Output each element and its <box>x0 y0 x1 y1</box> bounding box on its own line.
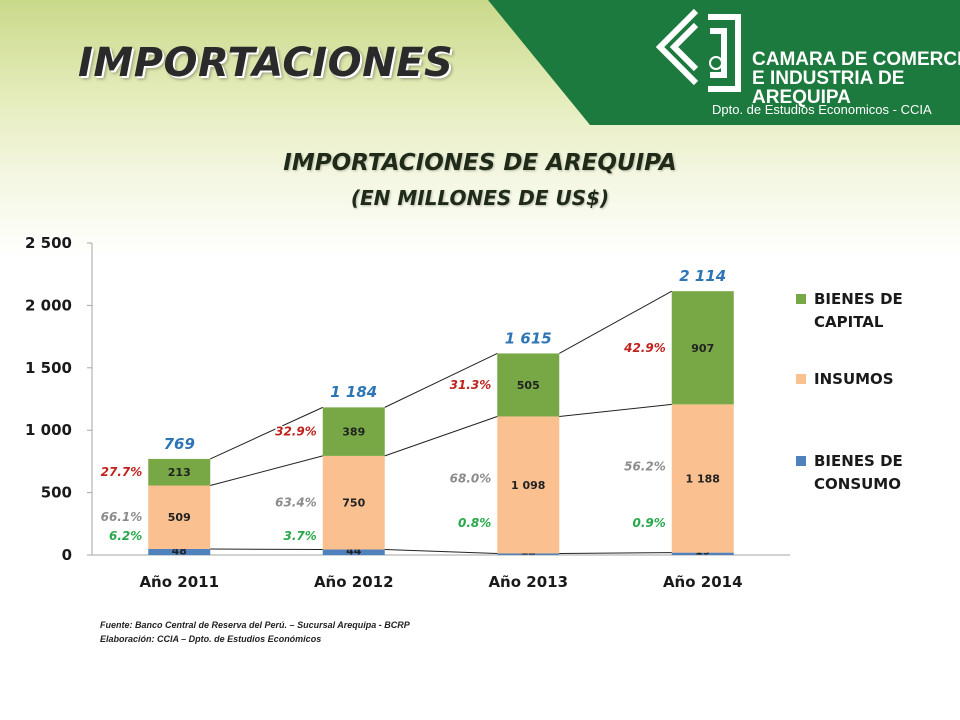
series-connector-line <box>384 352 498 408</box>
legend-label: BIENES DE <box>814 452 903 470</box>
series-connector-line <box>559 403 672 417</box>
y-tick-label: 1 500 <box>25 359 72 377</box>
x-tick-label: Año 2012 <box>314 573 394 591</box>
bar-value-label: 750 <box>342 497 365 510</box>
bar-segment <box>322 455 385 550</box>
x-tick-label: Año 2013 <box>488 573 568 591</box>
legend-swatch <box>796 456 806 466</box>
slide-title: IMPORTACIONES <box>78 40 454 86</box>
bar-value-label: 213 <box>168 466 191 479</box>
org-name-line-2: E INDUSTRIA DE <box>752 68 905 89</box>
bar-value-label: 1 098 <box>511 479 545 492</box>
chart-title: IMPORTACIONES DE AREQUIPA <box>283 150 677 176</box>
share-percent-label: 68.0% <box>450 471 492 485</box>
share-percent-label: 32.9% <box>275 425 317 439</box>
bar-segment <box>497 353 560 417</box>
bar-value-label: 1 188 <box>686 472 720 485</box>
ccia-logo-icon <box>655 8 741 92</box>
org-name-line-3: AREQUIPA <box>752 87 851 108</box>
y-tick-label: 1 000 <box>25 421 72 439</box>
y-tick-label: 2 000 <box>25 296 72 314</box>
y-tick-label: 0 <box>62 546 72 564</box>
series-connector-line <box>210 455 323 486</box>
share-percent-label: 0.9% <box>632 516 665 530</box>
bar-segment <box>671 404 734 553</box>
bar-segment <box>322 407 385 456</box>
share-percent-label: 6.2% <box>109 529 142 543</box>
share-percent-label: 31.3% <box>450 378 492 392</box>
share-percent-label: 63.4% <box>275 496 317 510</box>
bar-total-label: 769 <box>164 435 195 453</box>
y-tick-label: 500 <box>41 484 72 502</box>
series-connector-line <box>559 552 672 555</box>
legend-label: INSUMOS <box>814 370 894 388</box>
bar-segment <box>148 485 211 550</box>
share-percent-label: 66.1% <box>101 510 143 524</box>
org-department: Dpto. de Estudios Economicos - CCIA <box>712 102 932 117</box>
bar-segment <box>671 552 734 555</box>
share-percent-label: 42.9% <box>623 341 666 355</box>
share-percent-label: 3.7% <box>283 529 316 543</box>
series-connector-line <box>210 406 323 460</box>
bar-value-label: 389 <box>342 426 365 439</box>
bar-segment <box>497 553 560 555</box>
legend-swatch <box>796 294 806 304</box>
bar-total-label: 1 615 <box>505 329 552 347</box>
elaboration-note: Elaboración: CCIA – Dpto. de Estudios Ec… <box>100 634 322 644</box>
org-name-line-1: CAMARA DE COMERCIO <box>752 49 960 70</box>
bar-value-label: 907 <box>691 342 714 355</box>
share-percent-label: 56.2% <box>624 459 666 473</box>
x-tick-label: Año 2011 <box>139 573 219 591</box>
series-connector-line <box>384 416 498 457</box>
legend-label: BIENES DE <box>814 290 903 308</box>
chart-subtitle: (EN MILLONES DE US$) <box>350 186 610 210</box>
y-tick-label: 2 500 <box>25 234 72 252</box>
bar-value-label: 505 <box>517 379 540 392</box>
bar-segment <box>148 549 211 555</box>
bar-segment <box>322 549 385 555</box>
legend-label: CAPITAL <box>814 313 884 331</box>
x-tick-label: Año 2014 <box>663 573 743 591</box>
share-percent-label: 27.7% <box>101 465 143 479</box>
series-connector-line <box>384 549 498 555</box>
legend-label: CONSUMO <box>814 475 901 493</box>
share-percent-label: 0.8% <box>458 516 491 530</box>
bar-segment <box>497 416 560 554</box>
bar-total-label: 1 184 <box>330 383 377 401</box>
bar-value-label: 509 <box>168 511 191 524</box>
bar-total-label: 2 114 <box>679 267 726 285</box>
bar-segment <box>148 458 211 486</box>
series-connector-line <box>559 290 672 354</box>
source-note: Fuente: Banco Central de Reserva del Per… <box>100 620 410 630</box>
legend-swatch <box>796 374 806 384</box>
bar-segment <box>671 291 734 405</box>
